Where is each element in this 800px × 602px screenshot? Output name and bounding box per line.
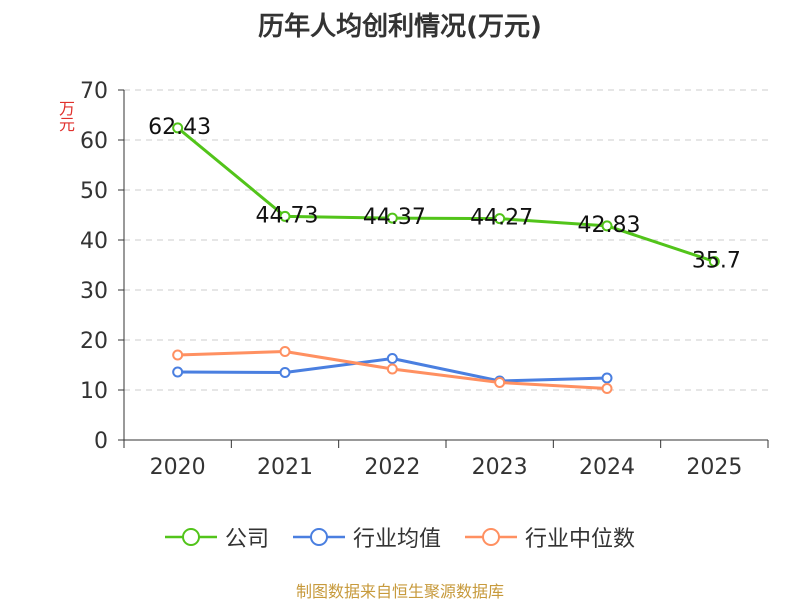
- chart-title: 历年人均创利情况(万元): [258, 12, 542, 42]
- series-line-0: [176, 126, 715, 263]
- data-label: 35.7: [692, 249, 741, 274]
- legend-label-industry-avg: 行业均值: [352, 527, 441, 552]
- data-source: 制图数据来自恒生聚源数据库: [295, 582, 504, 601]
- data-point: [386, 353, 398, 364]
- line-chart: 0 10 20 30 40 50 60 70 2020 2021 2022 2023 2024 2025 6…: [80, 79, 769, 480]
- data-label: 62.43: [148, 115, 211, 140]
- x-tick-label: 2024: [579, 455, 635, 480]
- y-tick-label: 50: [80, 179, 108, 204]
- y-axis-label: 万元: [56, 100, 75, 132]
- y-tick-label: 10: [80, 379, 108, 404]
- data-point: [601, 220, 613, 232]
- legend-label-company: 公司: [224, 527, 269, 552]
- data-point: [494, 377, 506, 388]
- data-label: 44.37: [363, 205, 426, 230]
- data-label: 42.83: [578, 213, 641, 238]
- data-point: [279, 367, 291, 378]
- data-point: [601, 372, 613, 384]
- data-label: 44.73: [256, 203, 319, 228]
- x-tick-label: 2020: [150, 455, 206, 480]
- legend-marker-company: [164, 528, 217, 546]
- legend-marker-industry-median: [465, 528, 517, 546]
- legend-item-company[interactable]: 公司: [164, 521, 269, 553]
- data-point: [708, 256, 720, 267]
- legend-label-industry-median: 行业中位数: [525, 527, 636, 552]
- y-tick-label: 30: [80, 279, 108, 304]
- data-point: [386, 212, 398, 224]
- x-tick-label: 2021: [257, 455, 313, 480]
- data-point: [172, 366, 184, 378]
- legend-item-industry-avg[interactable]: 行业均值: [292, 521, 441, 553]
- data-point: [279, 210, 291, 222]
- y-tick-label: 0: [94, 429, 108, 454]
- data-point: [279, 346, 291, 357]
- x-tick-label: 2023: [472, 455, 528, 480]
- y-tick-label: 20: [80, 329, 108, 354]
- y-tick-label: 70: [80, 79, 108, 104]
- data-point: [172, 349, 184, 361]
- data-point: [386, 363, 398, 375]
- x-tick-label: 2025: [686, 455, 742, 480]
- legend-item-industry-median[interactable]: 行业中位数: [465, 521, 635, 553]
- data-label: 44.27: [470, 206, 533, 231]
- data-point: [601, 383, 613, 394]
- y-tick-label: 60: [80, 129, 108, 154]
- legend: 公司 行业均值 行业中位数: [0, 520, 800, 554]
- data-point: [172, 122, 184, 134]
- data-point: [494, 213, 506, 225]
- x-tick-label: 2022: [364, 455, 420, 480]
- legend-marker-industry-avg: [292, 528, 345, 546]
- y-tick-label: 40: [80, 229, 108, 254]
